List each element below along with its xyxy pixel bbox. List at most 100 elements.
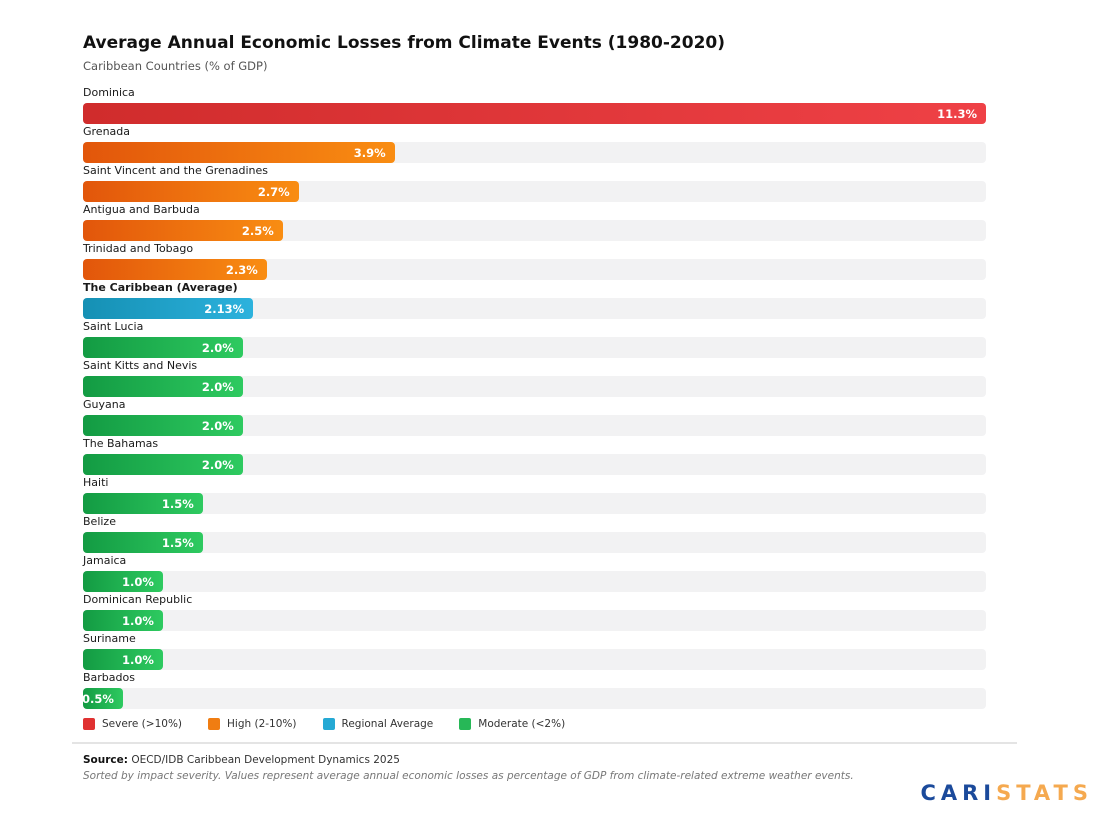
- bar-fill: 2.7%: [83, 181, 299, 202]
- page-title: Average Annual Economic Losses from Clim…: [83, 33, 726, 53]
- bar-fill: 2.0%: [83, 337, 243, 358]
- bar-label: Suriname: [83, 632, 136, 645]
- bar-value-label: 2.0%: [201, 340, 234, 355]
- legend-swatch-icon: [83, 718, 95, 730]
- bar-fill: 1.0%: [83, 649, 163, 670]
- bar-value-label: 2.5%: [241, 223, 274, 238]
- bar-row: Suriname 1.0%: [83, 632, 986, 670]
- bar-value-label: 2.0%: [201, 418, 234, 433]
- bar-row: Grenada 3.9%: [83, 125, 986, 163]
- bar-row: Saint Kitts and Nevis 2.0%: [83, 359, 986, 397]
- bar-track: 1.5%: [83, 493, 986, 514]
- bar-track: 2.0%: [83, 415, 986, 436]
- bar-track: 1.5%: [83, 532, 986, 553]
- bar-fill: 2.0%: [83, 415, 243, 436]
- legend-label: Moderate (<2%): [478, 718, 566, 730]
- bar-fill: 2.5%: [83, 220, 283, 241]
- bar-label: The Caribbean (Average): [83, 281, 238, 294]
- bar-row: The Bahamas 2.0%: [83, 437, 986, 475]
- bar-row: Haiti 1.5%: [83, 476, 986, 514]
- bar-track: 2.3%: [83, 259, 986, 280]
- legend-swatch-icon: [322, 718, 335, 730]
- bar-fill: 3.9%: [83, 142, 395, 163]
- bar-value-label: 1.5%: [161, 535, 194, 550]
- bar-label: Jamaica: [83, 554, 127, 567]
- bar-fill: 2.0%: [83, 376, 243, 397]
- bar-row: Antigua and Barbuda 2.5%: [83, 203, 986, 241]
- legend-label: Severe (>10%): [102, 718, 183, 730]
- chart-subtitle: Caribbean Countries (% of GDP): [83, 59, 268, 73]
- bar-track: 0.5%: [83, 688, 986, 709]
- bar-label: Belize: [83, 515, 116, 528]
- bar-track: 2.0%: [83, 376, 986, 397]
- legend-swatch-icon: [459, 718, 472, 730]
- bar-fill: 0.5%: [83, 688, 123, 709]
- bar-label: Guyana: [83, 398, 126, 411]
- legend: Severe (>10%) High (2-10%) Regional Averag…: [83, 718, 986, 730]
- bar-rows: Dominica 11.3% Grenada 3.9% Saint Vincent an…: [83, 86, 986, 709]
- footnote: Sorted by impact severity. Values repres…: [83, 770, 854, 782]
- bar-row: Belize 1.5%: [83, 515, 986, 553]
- bar-row: Dominica 11.3%: [83, 86, 986, 124]
- source-label: Source:: [83, 754, 128, 766]
- bar-row: Trinidad and Tobago 2.3%: [83, 242, 986, 280]
- bar-label: Antigua and Barbuda: [83, 203, 200, 216]
- caristats-logo: CARISTATS: [920, 781, 1093, 805]
- bar-label: Saint Kitts and Nevis: [83, 359, 198, 372]
- bar-row: Saint Lucia 2.0%: [83, 320, 986, 358]
- bar-track: 2.13%: [83, 298, 986, 319]
- bar-label: Saint Vincent and the Grenadines: [83, 164, 269, 177]
- bar-label: Dominican Republic: [83, 593, 193, 606]
- bar-value-label: 1.0%: [122, 613, 154, 628]
- legend-item: Severe (>10%): [83, 718, 182, 730]
- bar-row: Saint Vincent and the Grenadines 2.7%: [83, 164, 986, 202]
- logo-part-stats: STATS: [996, 781, 1093, 805]
- legend-label: High (2-10%): [227, 718, 297, 730]
- bar-fill: 1.0%: [83, 571, 163, 592]
- bar-row: Dominican Republic 1.0%: [83, 593, 986, 631]
- bar-row: Jamaica 1.0%: [83, 554, 986, 592]
- bar-label: Dominica: [83, 86, 135, 99]
- source-line: Source: OECD/IDB Caribbean Development D…: [83, 754, 986, 766]
- bar-track: 1.0%: [83, 649, 986, 670]
- legend-label: Regional Average: [341, 718, 434, 730]
- legend-swatch-icon: [208, 718, 221, 730]
- bar-value-label: 11.3%: [937, 106, 977, 121]
- bar-track: 11.3%: [83, 103, 986, 124]
- bar-fill: 1.5%: [83, 532, 203, 553]
- bar-label: Trinidad and Tobago: [83, 242, 194, 255]
- bar-label: Barbados: [83, 671, 135, 684]
- bar-label: The Bahamas: [83, 437, 159, 450]
- bar-track: 1.0%: [83, 571, 986, 592]
- bar-label: Grenada: [83, 125, 131, 138]
- bar-fill: 2.13%: [83, 298, 254, 319]
- bar-row: Guyana 2.0%: [83, 398, 986, 436]
- bar-row: Barbados 0.5%: [83, 671, 986, 709]
- bar-fill: 2.3%: [83, 259, 267, 280]
- bar-track: 2.5%: [83, 220, 986, 241]
- bar-label: Saint Lucia: [83, 320, 144, 333]
- chart-container: Average Annual Economic Losses from Clim…: [72, 0, 1017, 782]
- bar-fill: 1.0%: [83, 610, 163, 631]
- footer-divider: [72, 742, 1017, 744]
- bar-value-label: 1.0%: [122, 652, 154, 667]
- logo-part-cari: CARI: [920, 781, 997, 805]
- bar-fill: 11.3%: [83, 103, 986, 124]
- bar-value-label: 2.0%: [201, 379, 234, 394]
- bar-value-label: 1.0%: [122, 574, 154, 589]
- legend-item: Regional Average: [322, 718, 434, 730]
- bar-value-label: 3.9%: [353, 145, 386, 160]
- bar-value-label: 2.13%: [204, 301, 245, 316]
- bar-value-label: 2.0%: [201, 457, 234, 472]
- bar-value-label: 1.5%: [161, 496, 194, 511]
- bar-value-label: 0.5%: [83, 691, 114, 706]
- bar-value-label: 2.7%: [257, 184, 290, 199]
- bar-track: 3.9%: [83, 142, 986, 163]
- legend-item: High (2-10%): [208, 718, 297, 730]
- bar-value-label: 2.3%: [225, 262, 258, 277]
- bar-label: Haiti: [83, 476, 109, 489]
- legend-item: Moderate (<2%): [459, 718, 565, 730]
- bar-fill: 1.5%: [83, 493, 203, 514]
- bar-track: 2.7%: [83, 181, 986, 202]
- bar-track: 2.0%: [83, 454, 986, 475]
